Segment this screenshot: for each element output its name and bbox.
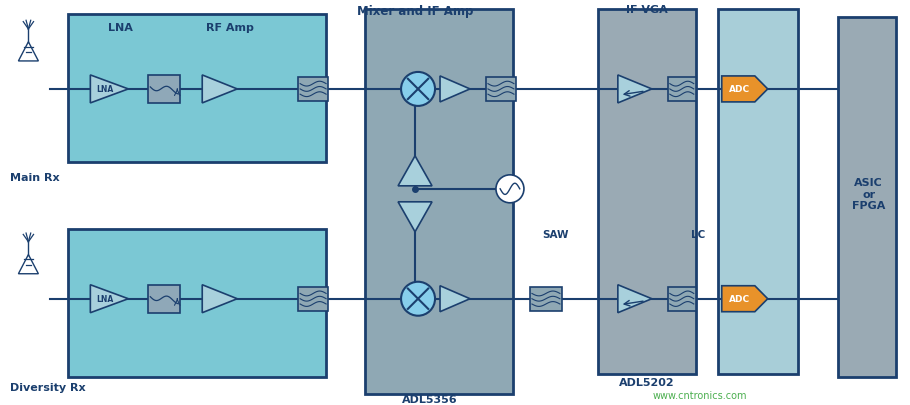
Polygon shape xyxy=(722,77,768,102)
Text: SAW: SAW xyxy=(542,229,569,239)
Polygon shape xyxy=(90,76,128,104)
Text: LNA: LNA xyxy=(96,294,114,303)
Polygon shape xyxy=(440,77,470,102)
Text: Mixer and IF Amp: Mixer and IF Amp xyxy=(357,5,473,18)
Text: LC: LC xyxy=(691,229,705,239)
Circle shape xyxy=(401,282,435,316)
FancyBboxPatch shape xyxy=(365,10,513,394)
Polygon shape xyxy=(202,76,238,104)
FancyBboxPatch shape xyxy=(486,78,516,102)
Text: ADC: ADC xyxy=(729,294,750,303)
FancyBboxPatch shape xyxy=(530,287,561,311)
FancyBboxPatch shape xyxy=(148,76,180,104)
Polygon shape xyxy=(722,286,768,312)
Text: ADL5202: ADL5202 xyxy=(619,377,674,387)
Text: LNA: LNA xyxy=(96,85,114,94)
Text: RF Amp: RF Amp xyxy=(207,23,254,33)
Text: Main Rx: Main Rx xyxy=(10,173,60,182)
FancyBboxPatch shape xyxy=(598,10,696,374)
Text: www.cntronics.com: www.cntronics.com xyxy=(652,390,747,400)
Polygon shape xyxy=(618,76,652,104)
FancyBboxPatch shape xyxy=(837,18,895,377)
Polygon shape xyxy=(90,285,128,313)
FancyBboxPatch shape xyxy=(718,10,798,374)
FancyBboxPatch shape xyxy=(68,229,326,377)
Text: IF VGA: IF VGA xyxy=(626,5,668,15)
Circle shape xyxy=(496,175,524,203)
FancyBboxPatch shape xyxy=(68,15,326,162)
FancyBboxPatch shape xyxy=(668,78,696,102)
FancyBboxPatch shape xyxy=(298,78,329,102)
FancyBboxPatch shape xyxy=(298,287,329,311)
Polygon shape xyxy=(618,285,652,313)
Polygon shape xyxy=(440,286,470,312)
Text: ASIC
or
FPGA: ASIC or FPGA xyxy=(852,178,885,211)
Text: ADL5356: ADL5356 xyxy=(402,394,458,404)
Polygon shape xyxy=(398,202,432,232)
FancyBboxPatch shape xyxy=(668,287,696,311)
Text: LNA: LNA xyxy=(108,23,133,33)
Text: ADC: ADC xyxy=(729,85,750,94)
Polygon shape xyxy=(398,156,432,186)
FancyBboxPatch shape xyxy=(148,285,180,313)
Circle shape xyxy=(401,73,435,107)
Text: Diversity Rx: Diversity Rx xyxy=(10,382,86,392)
Polygon shape xyxy=(202,285,238,313)
